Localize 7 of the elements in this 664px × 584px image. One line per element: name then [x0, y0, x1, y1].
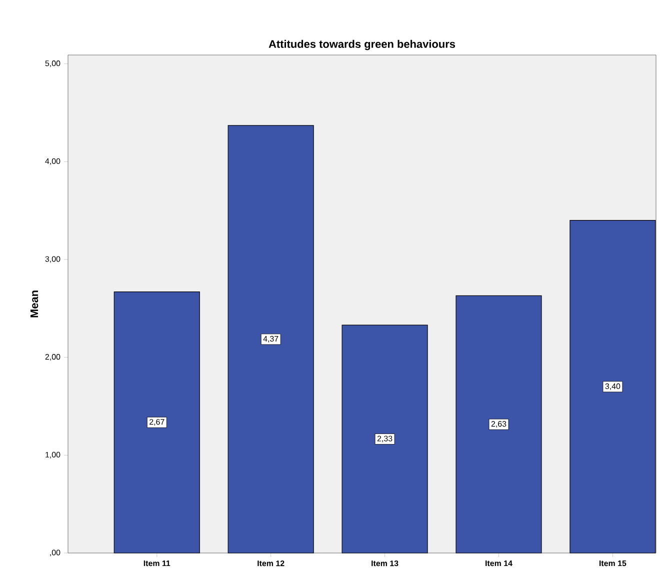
bar [456, 295, 542, 554]
bar [114, 291, 200, 554]
chart-title: Attitudes towards green behaviours [268, 40, 456, 50]
y-axis-title: Mean [30, 290, 38, 318]
bar [228, 125, 314, 554]
bar [570, 220, 656, 554]
bar [342, 324, 428, 554]
